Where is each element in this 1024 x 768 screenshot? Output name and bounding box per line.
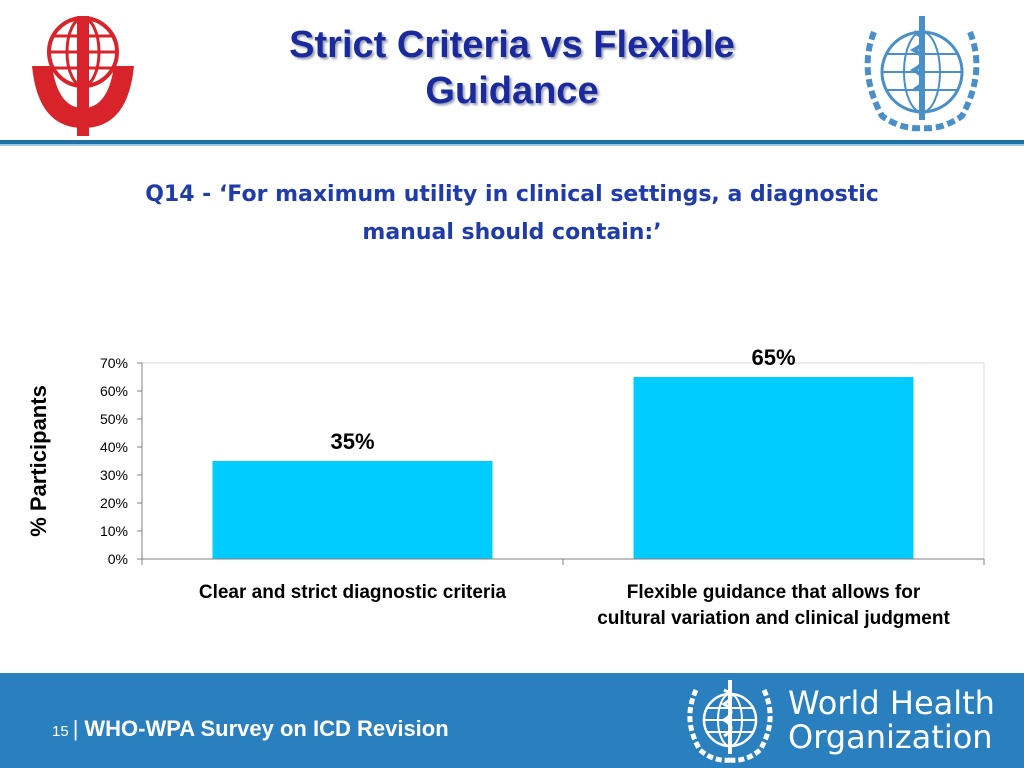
y-tick-label: 50% xyxy=(100,411,128,427)
survey-question: Q14 - ‘For maximum utility in clinical s… xyxy=(120,176,904,252)
bar-chart: 0% 10% 20% 30% 40% 50% 60% 70% 35% 65% Clear and… xyxy=(26,345,985,629)
who-wordmark-line-1: World Health xyxy=(788,684,995,722)
bars xyxy=(212,377,914,559)
who-wordmark: World Health Organization xyxy=(788,686,995,754)
x-tick-label: Clear and strict diagnostic criteria xyxy=(199,582,507,603)
y-tick-label: 20% xyxy=(100,495,128,511)
y-tick-label: 40% xyxy=(100,439,128,455)
footer-title: WHO-WPA Survey on ICD Revision xyxy=(84,716,449,741)
bar xyxy=(633,377,914,559)
header-rule-light xyxy=(0,144,1024,146)
x-tick-label: Flexible guidance that allows for xyxy=(627,582,921,603)
footer-label: 15 | WHO-WPA Survey on ICD Revision xyxy=(52,716,449,742)
y-axis: 0% 10% 20% 30% 40% 50% 60% 70% xyxy=(100,355,143,567)
header-rule xyxy=(0,140,1024,144)
slide-header: Strict Criteria vs Flexible Guidance xyxy=(0,0,1024,148)
x-tick-label: cultural variation and clinical judgment xyxy=(597,608,950,629)
question-line-1: Q14 - ‘For maximum utility in clinical s… xyxy=(145,182,879,207)
who-emblem-icon xyxy=(687,680,773,763)
data-label: 35% xyxy=(330,429,374,454)
slide-title: Strict Criteria vs Flexible Guidance xyxy=(289,24,735,112)
y-tick-label: 10% xyxy=(100,523,128,539)
data-labels: 35% 65% xyxy=(330,345,795,454)
y-tick-label: 0% xyxy=(108,551,128,567)
y-tick-label: 30% xyxy=(100,467,128,483)
data-label: 65% xyxy=(751,345,795,370)
x-axis: Clear and strict diagnostic criteria Flex… xyxy=(141,558,985,629)
question-line-2: manual should contain:’ xyxy=(362,220,662,245)
footer-separator: | xyxy=(72,716,79,741)
y-tick-label: 70% xyxy=(100,355,128,371)
y-tick-label: 60% xyxy=(100,383,128,399)
slide-footer xyxy=(0,673,1024,768)
who-wordmark-line-2: Organization xyxy=(788,718,993,756)
bar xyxy=(212,461,493,559)
wpa-globe-logo-icon xyxy=(32,16,134,136)
page-number: 15 xyxy=(52,723,69,740)
y-axis-label: % Participants xyxy=(26,385,51,537)
who-emblem-icon xyxy=(864,16,980,132)
